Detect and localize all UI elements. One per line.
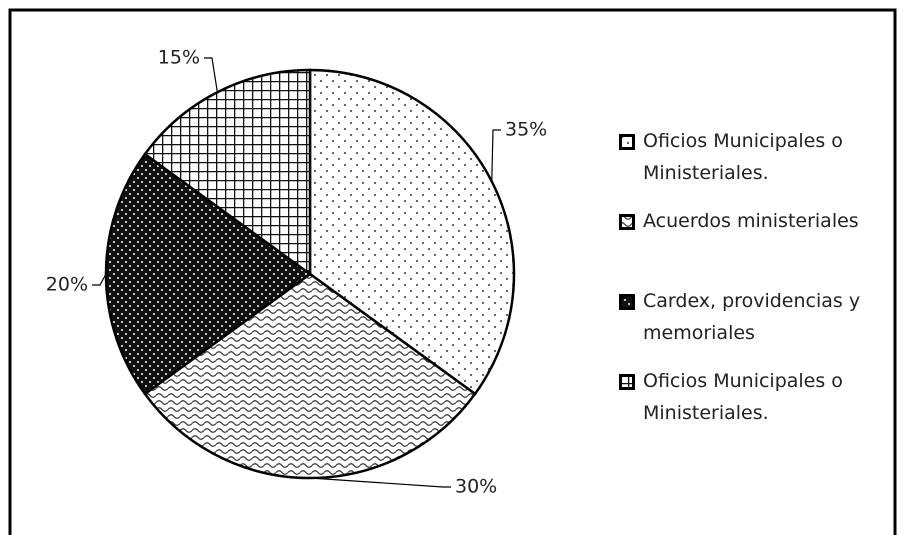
frame	[8, 8, 897, 535]
leader-line	[491, 129, 501, 182]
legend-swatch	[619, 214, 635, 230]
leader-line	[92, 273, 107, 286]
leader-line	[204, 57, 218, 93]
data-label: 30%	[455, 476, 497, 498]
legend-label: Acuerdos ministeriales	[643, 210, 859, 232]
data-label: 20%	[46, 274, 88, 296]
legend-entry: Oficios Municipales o Ministeriales.	[615, 365, 903, 429]
legend-swatch	[619, 294, 635, 310]
data-label: 15%	[158, 47, 200, 69]
pie-slice	[104, 152, 313, 396]
legend-label: Cardex, providencias y memoriales	[643, 290, 861, 344]
data-label: 35%	[505, 119, 547, 141]
leader-line	[309, 477, 451, 488]
legend-swatch	[619, 374, 635, 390]
pie-slice	[143, 272, 477, 480]
legend-label: Oficios Municipales o Ministeriales.	[643, 370, 843, 424]
legend-entry: Cardex, providencias y memoriales	[615, 285, 903, 349]
legend-label: Oficios Municipales o Ministeriales.	[643, 130, 843, 184]
legend-entry: Oficios Municipales o Ministeriales.	[615, 125, 903, 189]
pie-slice	[143, 68, 312, 277]
legend-entry: Acuerdos ministeriales	[615, 205, 903, 237]
pie-slice	[308, 68, 516, 396]
legend-swatch	[619, 134, 635, 150]
